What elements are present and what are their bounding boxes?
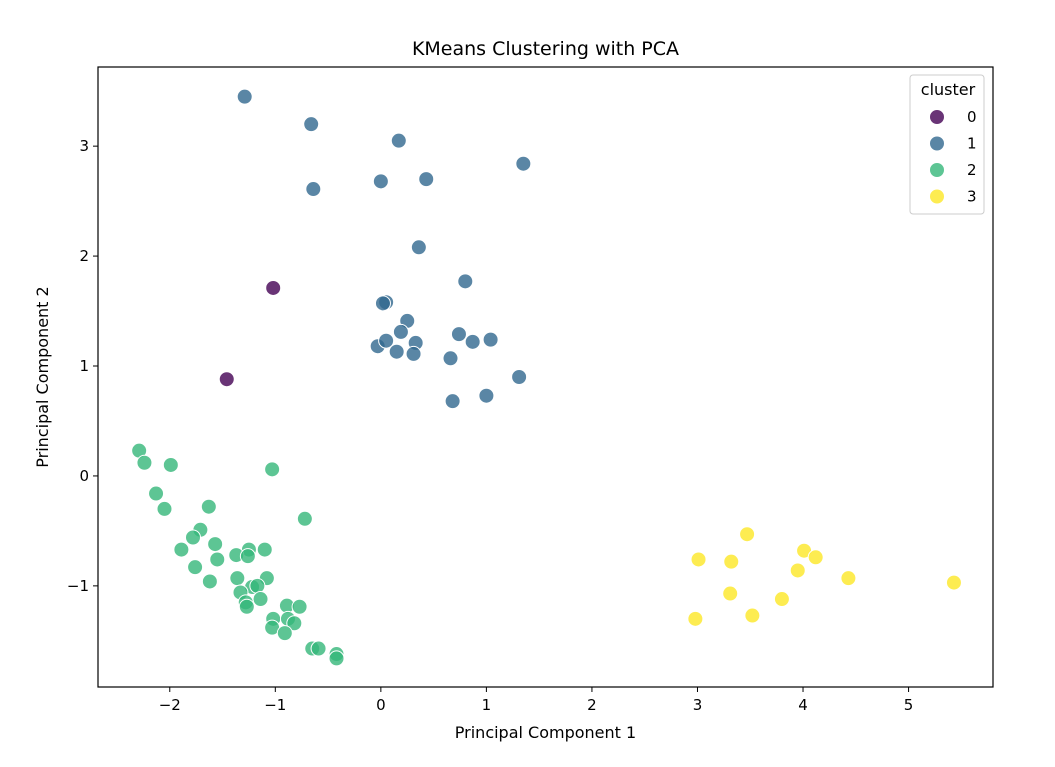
cluster-2-point [173, 541, 190, 558]
cluster-3-point [807, 549, 824, 566]
legend-label-3: 3 [967, 188, 977, 206]
cluster-1-point [236, 88, 253, 105]
cluster-2-point [148, 485, 165, 502]
cluster-1-point [444, 393, 461, 410]
cluster-2-point [156, 500, 173, 517]
legend-title: cluster [921, 80, 976, 99]
cluster-2-point [209, 551, 226, 568]
cluster-1-point [464, 333, 481, 350]
cluster-1-point [303, 116, 320, 133]
legend-items: 0 1 2 3 [929, 108, 977, 206]
legend-frame [909, 74, 985, 215]
x-tick-label: 3 [693, 696, 703, 714]
cluster-1-point [515, 155, 532, 172]
x-tick-label: 2 [587, 696, 597, 714]
legend-marker-2 [929, 162, 945, 178]
legend-marker-1 [929, 135, 945, 152]
cluster-1-point [405, 345, 422, 362]
y-tick-label: 2 [79, 247, 89, 265]
y-tick-label: −1 [67, 577, 89, 595]
cluster-2-point [328, 650, 345, 667]
cluster-1-point [442, 350, 459, 367]
legend-marker-3 [929, 188, 945, 205]
cluster-2-point [187, 559, 204, 576]
cluster-1-point [482, 331, 499, 348]
cluster-3-point [739, 526, 756, 543]
cluster-2-point [276, 625, 293, 642]
cluster-1-point [457, 273, 474, 290]
x-axis-label: Principal Component 1 [455, 723, 636, 742]
x-axis-ticks: −2 −1 0 1 2 3 4 5 [159, 687, 914, 714]
cluster-1-point [478, 387, 495, 404]
legend-label-1: 1 [967, 135, 977, 153]
cluster-3-point [722, 585, 739, 602]
cluster-1-point [410, 239, 427, 256]
cluster-0-point [218, 371, 235, 388]
x-tick-label: 1 [482, 696, 492, 714]
legend-marker-0 [929, 109, 945, 125]
cluster-2-point [229, 570, 246, 587]
cluster-1-point [418, 171, 435, 188]
cluster-0-point [265, 279, 282, 296]
legend-label-2: 2 [967, 161, 977, 179]
cluster-3-point [840, 570, 857, 587]
cluster-1-point [374, 295, 391, 312]
cluster-2-point [249, 577, 266, 594]
y-tick-label: 1 [79, 357, 89, 375]
cluster-2-point [310, 640, 327, 657]
cluster-3-point [723, 553, 740, 570]
cluster-3-point [773, 591, 790, 608]
x-tick-label: −1 [264, 696, 286, 714]
cluster-3-point [687, 610, 704, 627]
cluster-2-point [238, 598, 255, 615]
plot-frame [97, 66, 994, 688]
y-tick-label: 0 [79, 467, 89, 485]
y-axis-label: Principal Component 2 [33, 286, 52, 467]
chart-title: KMeans Clustering with PCA [412, 38, 679, 60]
cluster-3-point [789, 562, 806, 579]
cluster-2-point [184, 529, 201, 546]
cluster-2-point [291, 598, 308, 615]
cluster-1-point [372, 173, 389, 190]
cluster-2-point [252, 591, 269, 608]
cluster-2-point [264, 461, 281, 478]
y-tick-label: 3 [79, 137, 89, 155]
cluster-3-point [690, 551, 707, 568]
x-tick-label: 0 [376, 696, 386, 714]
x-tick-label: 4 [798, 696, 808, 714]
cluster-2-point [256, 541, 273, 558]
cluster-2-point [136, 454, 153, 471]
cluster-2-point [162, 456, 179, 473]
x-tick-label: 5 [904, 696, 914, 714]
cluster-2-point [296, 510, 313, 527]
legend-label-0: 0 [967, 108, 977, 126]
cluster-3-point [945, 574, 962, 591]
cluster-2-point [200, 498, 217, 515]
cluster-3-point [744, 607, 761, 624]
cluster-2-point [286, 615, 303, 632]
legend: cluster 0 1 2 3 [909, 74, 985, 215]
cluster-1-point [392, 323, 409, 340]
cluster-2-point [201, 573, 218, 590]
cluster-2-point [207, 536, 224, 553]
cluster-1-point [378, 332, 395, 349]
x-tick-label: −2 [159, 696, 181, 714]
cluster-1-point [450, 326, 467, 343]
cluster-1-point [511, 369, 528, 385]
cluster-1-point [390, 132, 407, 149]
cluster-1-point [388, 343, 405, 360]
y-axis-ticks: −1 0 1 2 3 [67, 137, 98, 595]
data-points [131, 88, 962, 667]
cluster-2-point [239, 548, 256, 565]
cluster-1-point [305, 181, 322, 198]
